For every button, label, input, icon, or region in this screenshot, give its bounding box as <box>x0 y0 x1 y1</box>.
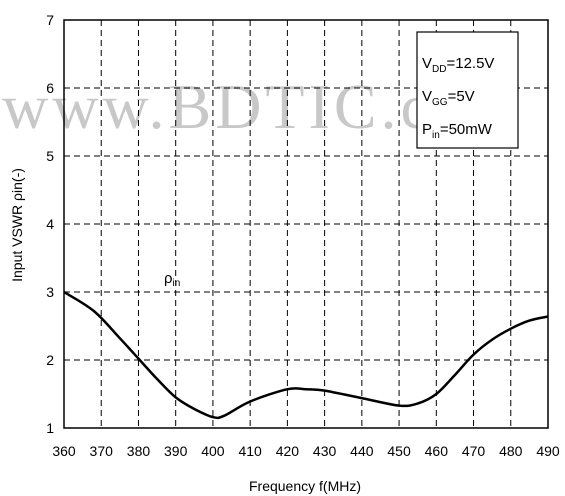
series-line-rho-in <box>63 290 549 420</box>
watermark: www.BDTIC.c <box>2 71 433 142</box>
conditions-box: VDD=12.5V VGG=5V Pin=50mW <box>416 31 519 149</box>
x-tick-400: 400 <box>201 443 225 459</box>
x-tick-460: 460 <box>425 443 449 459</box>
x-tick-370: 370 <box>90 443 114 459</box>
x-tick-440: 440 <box>350 443 374 459</box>
x-tick-labels: 360 370 380 390 400 410 420 430 440 450 460 470 480 4… <box>52 443 560 459</box>
x-tick-360: 360 <box>52 443 76 459</box>
y-tick-5: 5 <box>46 148 54 164</box>
curve-label-sub: in <box>173 278 181 289</box>
x-tick-420: 420 <box>276 443 300 459</box>
x-tick-410: 410 <box>238 443 262 459</box>
x-tick-380: 380 <box>127 443 151 459</box>
x-tick-470: 470 <box>462 443 486 459</box>
y-tick-3: 3 <box>46 284 54 300</box>
x-tick-490: 490 <box>536 443 560 459</box>
y-tick-6: 6 <box>46 80 54 96</box>
x-tick-450: 450 <box>387 443 411 459</box>
condition-vgg: VGG=5V <box>422 88 475 108</box>
x-tick-390: 390 <box>164 443 188 459</box>
y-tick-4: 4 <box>46 216 54 232</box>
conditions-frame <box>416 31 519 149</box>
x-axis-label: Frequency f(MHz) <box>249 478 361 494</box>
plot-frame <box>63 19 549 429</box>
y-axis-label: Input VSWR ρin(-) <box>9 168 25 282</box>
y-tick-7: 7 <box>46 12 54 28</box>
curve-label-main: ρ <box>164 270 173 287</box>
x-tick-480: 480 <box>499 443 523 459</box>
curve-label: ρin <box>164 270 180 289</box>
condition-pin: Pin=50mW <box>422 121 493 141</box>
y-tick-labels: 1 2 3 4 5 6 7 <box>46 12 54 436</box>
x-tick-430: 430 <box>313 443 337 459</box>
y-tick-1: 1 <box>46 420 54 436</box>
y-tick-2: 2 <box>46 352 54 368</box>
condition-vdd: VDD=12.5V <box>422 55 494 75</box>
